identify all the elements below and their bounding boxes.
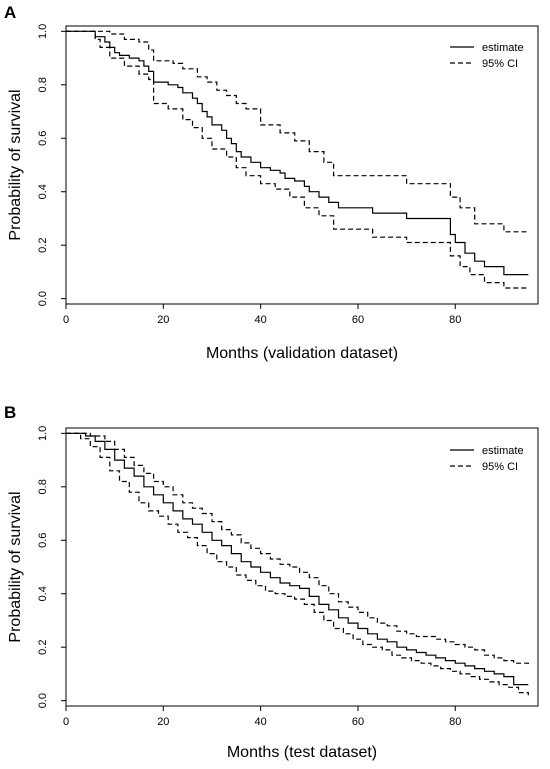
- panel-a-x-axis-title: Months (validation dataset): [206, 345, 398, 362]
- panel-a-legend: estimate 95% CI: [450, 42, 524, 70]
- panel-a-x-axis: 0 20 40 60 80: [63, 304, 461, 326]
- panel-b-y-axis-title: Probability of survival: [7, 491, 24, 642]
- panel-b-series: [66, 432, 529, 696]
- panel-b-y-tick-label: 0.2: [37, 640, 49, 655]
- panel-a-y-axis: 0.0 0.2 0.4 0.6 0.8 1.0: [37, 24, 66, 306]
- panel-a-x-tick-label: 20: [157, 314, 169, 326]
- panel-a-x-tick-label: 80: [449, 314, 461, 326]
- panel-b-legend-estimate-label: estimate: [482, 445, 524, 457]
- panel-a-y-tick-label: 0.0: [37, 291, 49, 306]
- panel-a-x-tick-label: 60: [352, 314, 364, 326]
- panel-a-x-tick-label: 40: [255, 314, 267, 326]
- panel-b-y-tick-label: 0.8: [37, 479, 49, 494]
- panel-a-y-tick-label: 1.0: [37, 24, 49, 39]
- panel-a-y-tick-label: 0.4: [37, 184, 49, 199]
- panel-b-x-axis-title: Months (test dataset): [227, 744, 377, 761]
- panel-a-estimate-line: [66, 30, 529, 276]
- panel-b-estimate-line: [66, 432, 529, 686]
- panel-b-ci-lower-line: [66, 432, 529, 696]
- panel-b-y-tick-label: 0.6: [37, 533, 49, 548]
- panel-a: A 0 20 40 60 80 0.0 0.2 0.4 0.6 0.8 1.0 Months (v…: [4, 3, 539, 362]
- panel-b: B 0 20 40 60 80 0.0 0.2 0.4 0.6 0.8 1.0 Months (t…: [4, 403, 539, 761]
- panel-a-y-axis-title: Probability of survival: [7, 89, 24, 240]
- panel-a-series: [66, 30, 529, 289]
- panel-b-legend-ci-label: 95% CI: [482, 461, 518, 473]
- panel-b-letter: B: [4, 403, 16, 422]
- panel-a-ci-lower-line: [66, 30, 529, 289]
- panel-b-y-tick-label: 0.4: [37, 586, 49, 601]
- panel-b-y-tick-label: 0.0: [37, 693, 49, 708]
- panel-b-x-tick-label: 80: [449, 716, 461, 728]
- panel-b-plot-frame: [65, 427, 539, 707]
- panel-b-ci-upper-line: [66, 432, 529, 666]
- panel-a-letter: A: [4, 3, 16, 22]
- panel-b-x-tick-label: 40: [255, 716, 267, 728]
- panel-b-x-tick-label: 20: [157, 716, 169, 728]
- panel-a-y-tick-label: 0.2: [37, 238, 49, 253]
- panel-a-legend-ci-label: 95% CI: [482, 58, 518, 70]
- panel-b-y-axis: 0.0 0.2 0.4 0.6 0.8 1.0: [37, 426, 66, 708]
- panel-b-y-tick-label: 1.0: [37, 426, 49, 441]
- panel-a-ci-upper-line: [66, 30, 529, 233]
- panel-a-legend-estimate-label: estimate: [482, 42, 524, 54]
- panel-b-legend: estimate 95% CI: [450, 445, 524, 473]
- panel-a-plot-frame: [65, 25, 539, 305]
- panel-a-y-tick-label: 0.8: [37, 77, 49, 92]
- panel-b-x-axis: 0 20 40 60 80: [63, 706, 461, 728]
- panel-b-x-tick-label: 60: [352, 716, 364, 728]
- panel-b-x-tick-label: 0: [63, 716, 69, 728]
- panel-a-x-tick-label: 0: [63, 314, 69, 326]
- panel-a-y-tick-label: 0.6: [37, 131, 49, 146]
